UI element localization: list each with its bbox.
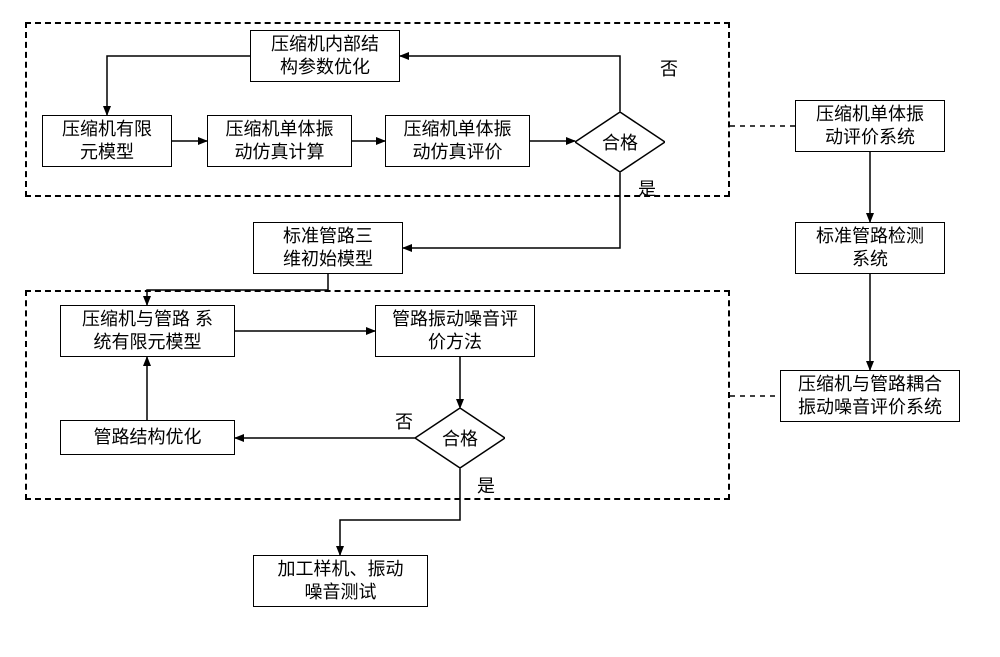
node-prototype-test: 加工样机、振动噪音测试 [253, 555, 428, 607]
flowchart-root: 压缩机内部结构参数优化 压缩机有限元模型 压缩机单体振动仿真计算 压缩机单体振动… [0, 0, 1000, 657]
node-standard-pipe-detect-system: 标准管路检测系统 [795, 222, 945, 274]
node-compressor-pipe-fem: 压缩机与管路 系统有限元模型 [60, 305, 235, 357]
node-compressor-sim-calc: 压缩机单体振动仿真计算 [207, 115, 352, 167]
label-no-1: 否 [660, 55, 678, 81]
node-compressor-fem-model: 压缩机有限元模型 [42, 115, 172, 167]
node-pipe-structure-optimize: 管路结构优化 [60, 420, 235, 455]
node-pipe-vibration-eval-method: 管路振动噪音评价方法 [375, 305, 535, 357]
node-compressor-vibration-eval-system: 压缩机单体振动评价系统 [795, 100, 945, 152]
node-compressor-sim-eval: 压缩机单体振动仿真评价 [385, 115, 530, 167]
node-standard-pipe-3d-model: 标准管路三维初始模型 [253, 222, 403, 274]
label-yes-1: 是 [638, 175, 656, 201]
decision-qualified-2: 合格 [415, 408, 505, 468]
decision-qualified-1: 合格 [575, 112, 665, 172]
label-yes-2: 是 [477, 472, 495, 498]
label-no-2: 否 [395, 408, 413, 434]
node-coupling-vibration-eval-system: 压缩机与管路耦合振动噪音评价系统 [780, 370, 960, 422]
node-optimize-compressor-params: 压缩机内部结构参数优化 [250, 30, 400, 82]
